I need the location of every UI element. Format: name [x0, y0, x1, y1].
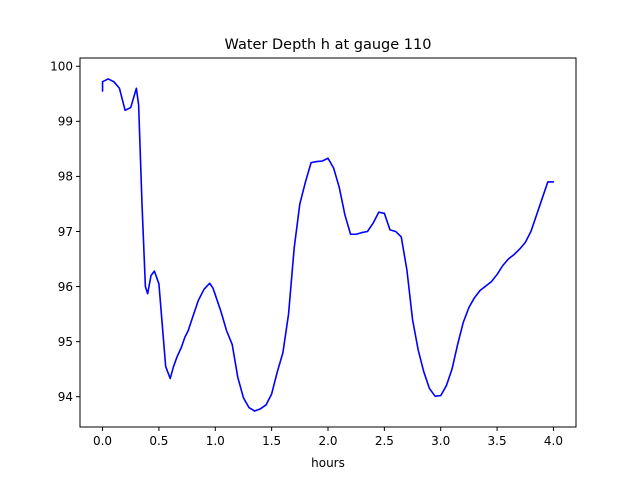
y-tick-label: 96: [58, 280, 73, 294]
x-tick-label: 0.5: [149, 434, 168, 448]
x-tick-label: 1.0: [206, 434, 225, 448]
y-tick-label: 100: [50, 60, 73, 74]
x-axis-ticks: 0.0 0.5 1.0 1.5 2.0 2.5 3.0 3.5 4.0: [93, 427, 563, 448]
y-tick-label: 95: [58, 335, 73, 349]
y-tick-label: 97: [58, 225, 73, 239]
x-axis-label: hours: [311, 456, 345, 470]
series-line-0: [101, 78, 555, 412]
chart-title: Water Depth h at gauge 110: [225, 37, 432, 53]
x-tick-label: 2.5: [375, 434, 394, 448]
x-tick-label: 1.5: [262, 434, 281, 448]
y-tick-label: 98: [58, 170, 73, 184]
plot-area: [79, 57, 577, 428]
y-tick-label: 94: [58, 390, 73, 404]
x-tick-label: 2.0: [318, 434, 337, 448]
x-tick-label: 3.0: [431, 434, 450, 448]
y-tick-label: 99: [58, 115, 73, 129]
x-tick-label: 0.0: [93, 434, 112, 448]
y-axis-ticks: 94 95 96 97 98 99 100: [50, 60, 80, 404]
plot-frame: [79, 57, 577, 428]
x-tick-label: 4.0: [544, 434, 563, 448]
x-tick-label: 3.5: [488, 434, 507, 448]
